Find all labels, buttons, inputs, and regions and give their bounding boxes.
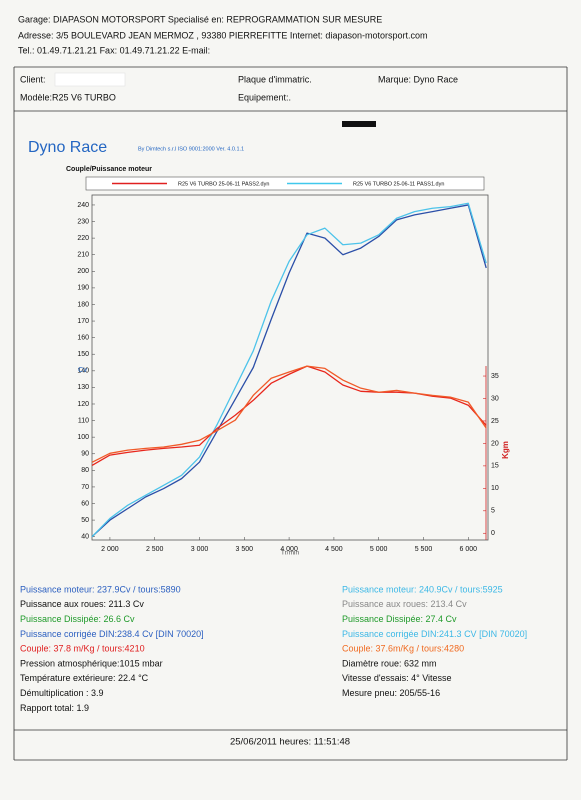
- x-tick-label: 5 000: [370, 546, 388, 553]
- result-line: Mesure pneu: 205/55-16: [342, 688, 440, 698]
- y-tick-label: 50: [81, 517, 89, 524]
- x-tick-label: 2 000: [101, 546, 119, 553]
- y-tick-label: 70: [81, 484, 89, 491]
- y-tick-label: 40: [81, 534, 89, 541]
- y-tick-label: 140: [77, 368, 89, 375]
- series-line: [91, 365, 487, 463]
- y-tick-label: 200: [77, 268, 89, 275]
- result-line: Puissance aux roues: 213.4 Cv: [342, 599, 467, 609]
- y-tick-label: 150: [77, 351, 89, 358]
- x-tick-label: 3 000: [191, 546, 209, 553]
- y-tick-label: 180: [77, 301, 89, 308]
- header-line: Adresse: 3/5 BOULEVARD JEAN MERMOZ , 933…: [18, 30, 427, 40]
- y-tick-label: 230: [77, 218, 89, 225]
- header-line: Tel.: 01.49.71.21.21 Fax: 01.49.71.21.22…: [18, 45, 210, 55]
- model: Modèle:R25 V6 TURBO: [20, 92, 116, 102]
- y-tick-label: 210: [77, 252, 89, 259]
- series-line: [91, 204, 487, 538]
- client-label: Client:: [20, 74, 46, 84]
- result-line: Vitesse d'essais: 4° Vitesse: [342, 673, 452, 683]
- result-line: Puissance Dissipée: 27.4 Cv: [342, 614, 457, 624]
- result-line: Diamètre roue: 632 mm: [342, 658, 437, 668]
- y-tick-label: 80: [81, 467, 89, 474]
- result-line: Puissance aux roues: 211.3 Cv: [20, 599, 144, 609]
- y2-tick-label: 5: [491, 508, 495, 515]
- result-line: Démultiplication : 3.9: [20, 688, 104, 698]
- redaction-bar: [342, 121, 376, 127]
- result-line: Puissance corrigée DIN:241.3 CV [DIN 700…: [342, 629, 527, 639]
- y-tick-label: 100: [77, 434, 89, 441]
- result-line: Puissance Dissipée: 26.6 Cv: [20, 614, 135, 624]
- y2-axis-label: Kgm: [501, 441, 510, 459]
- x-tick-label: 4 500: [325, 546, 343, 553]
- result-line: Couple: 37.6m/Kg / tours:4280: [342, 644, 464, 654]
- y-tick-label: 190: [77, 285, 89, 292]
- y2-tick-label: 20: [491, 440, 499, 447]
- y2-tick-label: 25: [491, 418, 499, 425]
- result-line: Puissance moteur: 240.9Cv / tours:5925: [342, 584, 503, 594]
- y-tick-label: 110: [78, 417, 89, 424]
- result-line: Rapport total: 1.9: [20, 703, 89, 713]
- y-tick-label: 220: [77, 235, 89, 242]
- y-tick-label: 90: [81, 451, 89, 458]
- y2-tick-label: 35: [491, 373, 499, 380]
- y2-tick-label: 15: [491, 463, 499, 470]
- y-tick-label: 170: [77, 318, 89, 325]
- y-tick-label: 160: [77, 334, 89, 341]
- brand: Marque: Dyno Race: [378, 74, 458, 84]
- x-tick-label: 4 000: [280, 546, 298, 553]
- software-credit: By Dimtech s.r.l ISO 9001:2000 Ver. 4.0.…: [138, 146, 244, 152]
- result-line: Puissance corrigée DIN:238.4 Cv [DIN 700…: [20, 629, 204, 639]
- header-line: Garage: DIAPASON MOTORSPORT Specialisé e…: [18, 14, 382, 24]
- legend-box: [85, 176, 485, 191]
- result-line: Température extérieure: 22.4 °C: [20, 673, 149, 683]
- y-tick-label: 120: [77, 401, 89, 408]
- software-title: Dyno Race: [28, 139, 107, 156]
- y2-tick-label: 0: [491, 530, 495, 537]
- y-tick-label: 130: [77, 384, 89, 391]
- y-axis-label: Cv: [78, 365, 87, 374]
- y-tick-label: 60: [81, 500, 89, 507]
- legend-label: R25 V6 TURBO 25-06-11 PASS1.dyn: [353, 181, 444, 187]
- legend-label: R25 V6 TURBO 25-06-11 PASS2.dyn: [178, 181, 269, 187]
- series-line: [91, 202, 487, 538]
- x-tick-label: 3 500: [236, 546, 254, 553]
- x-tick-label: 2 500: [146, 546, 164, 553]
- y2-tick-label: 30: [491, 395, 499, 402]
- x-axis-label: Tr/min: [281, 550, 300, 557]
- x-tick-label: 5 500: [415, 546, 433, 553]
- chart-title: Couple/Puissance moteur: [66, 166, 152, 173]
- result-line: Pression atmosphérique:1015 mbar: [20, 658, 163, 668]
- result-line: Couple: 37.8 m/Kg / tours:4210: [20, 644, 145, 654]
- plot-frame: [91, 194, 489, 541]
- result-line: Puissance moteur: 237.9Cv / tours:5890: [20, 584, 181, 594]
- equipment: Equipement:.: [238, 92, 291, 102]
- y2-tick-label: 10: [491, 485, 499, 492]
- x-tick-label: 6 000: [460, 546, 478, 553]
- plate-label: Plaque d'immatric.: [238, 74, 312, 84]
- y-tick-label: 240: [77, 202, 89, 209]
- timestamp: 25/06/2011 heures: 11:51:48: [230, 737, 350, 748]
- redacted-field: [54, 72, 126, 87]
